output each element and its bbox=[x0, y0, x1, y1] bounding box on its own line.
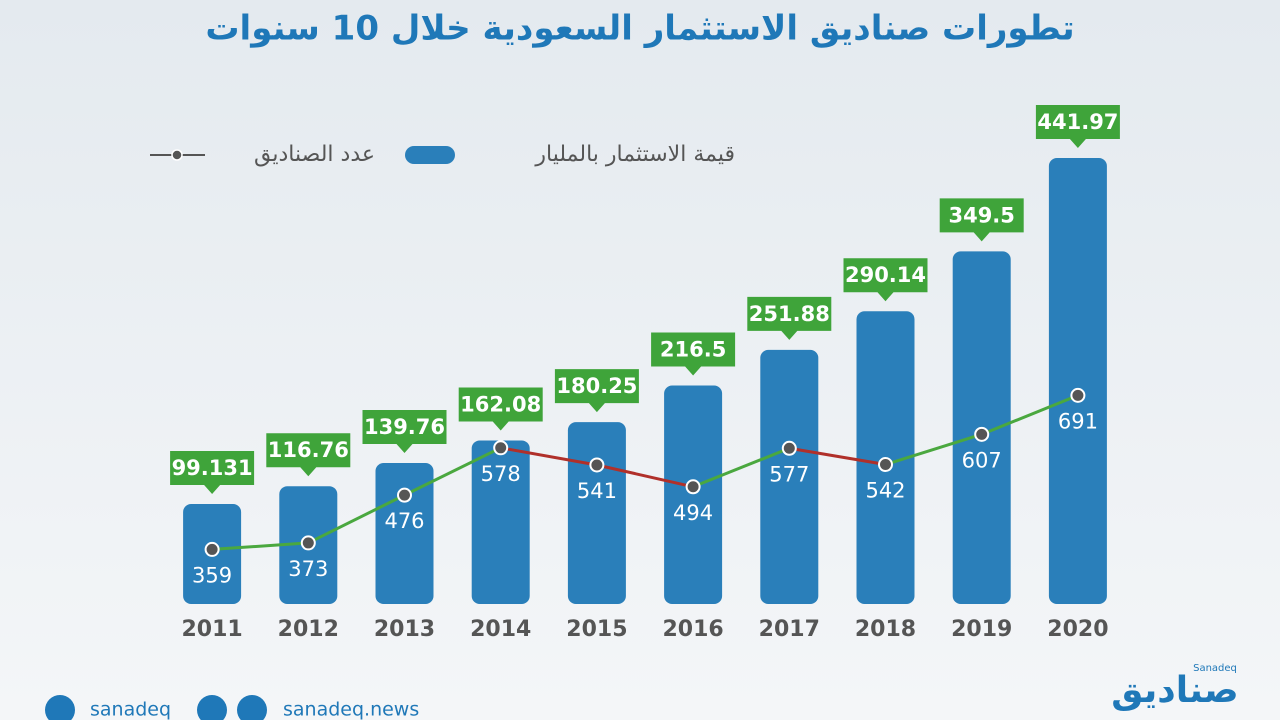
value-label-box bbox=[266, 433, 351, 477]
line-segment bbox=[211, 541, 309, 551]
line-segment bbox=[307, 493, 406, 545]
value-label: 441.97 bbox=[1037, 110, 1118, 134]
line-segment bbox=[596, 463, 694, 489]
value-label-box bbox=[843, 258, 928, 302]
twitter-icon bbox=[45, 695, 75, 720]
line-segment bbox=[500, 446, 598, 467]
legend-dot bbox=[171, 149, 183, 161]
x-tick-label: 2011 bbox=[181, 617, 242, 642]
x-tick-label: 2017 bbox=[759, 617, 820, 642]
value-label: 116.76 bbox=[268, 438, 349, 462]
x-tick-label: 2019 bbox=[951, 617, 1012, 642]
point bbox=[493, 440, 509, 456]
point-label: 476 bbox=[384, 509, 424, 533]
value-label-box bbox=[458, 387, 543, 431]
line-segment bbox=[981, 393, 1079, 436]
value-label: 216.5 bbox=[660, 338, 726, 362]
point bbox=[204, 541, 220, 557]
logo-latin: Sanadeq bbox=[1193, 663, 1237, 674]
legend-swatch bbox=[405, 146, 455, 164]
bar bbox=[760, 349, 819, 604]
point-label: 359 bbox=[192, 563, 232, 587]
point bbox=[300, 535, 316, 551]
value-label-box bbox=[747, 296, 832, 340]
x-tick-label: 2013 bbox=[374, 617, 435, 642]
twitter-handle: sanadeq bbox=[90, 699, 171, 720]
point-label: 542 bbox=[865, 479, 905, 503]
point bbox=[397, 487, 412, 503]
value-label-box bbox=[651, 332, 736, 376]
value-label-box bbox=[170, 450, 255, 494]
bar bbox=[375, 462, 434, 604]
point-label: 691 bbox=[1058, 409, 1098, 433]
value-label: 99.131 bbox=[172, 456, 253, 480]
value-label: 290.14 bbox=[845, 263, 926, 287]
point bbox=[781, 440, 797, 456]
line-segment bbox=[885, 432, 983, 466]
point-label: 373 bbox=[288, 557, 328, 581]
x-tick-label: 2015 bbox=[566, 617, 627, 642]
line-segment bbox=[692, 446, 790, 489]
value-label: 349.5 bbox=[948, 203, 1014, 227]
value-label: 251.88 bbox=[749, 302, 830, 326]
value-label-box bbox=[939, 198, 1024, 242]
x-tick-label: 2016 bbox=[662, 617, 723, 642]
footer: sanadeq sanadeq.news صناديق Sanadeq bbox=[45, 663, 1239, 720]
point bbox=[685, 479, 701, 495]
facebook-icon bbox=[197, 695, 227, 720]
point-label: 577 bbox=[769, 462, 809, 486]
value-label: 180.25 bbox=[556, 374, 637, 398]
website: sanadeq.news bbox=[283, 699, 419, 720]
bar bbox=[567, 422, 626, 604]
x-tick-label: 2020 bbox=[1047, 617, 1108, 642]
point bbox=[589, 457, 605, 473]
point bbox=[878, 457, 893, 473]
bar bbox=[664, 385, 723, 604]
instagram-icon bbox=[237, 695, 267, 720]
point-label: 607 bbox=[962, 448, 1002, 472]
bar bbox=[471, 440, 530, 604]
value-label: 139.76 bbox=[364, 415, 445, 439]
point-label: 578 bbox=[481, 462, 521, 486]
line-segment bbox=[403, 446, 502, 497]
point-label: 494 bbox=[673, 501, 713, 525]
x-tick-label: 2018 bbox=[855, 617, 916, 642]
chart-title: تطورات صناديق الاستثمار السعودية خلال 10… bbox=[205, 9, 1074, 49]
logo: صناديق bbox=[1111, 670, 1238, 711]
bar bbox=[1048, 158, 1107, 604]
point bbox=[974, 426, 990, 442]
value-label-box bbox=[1035, 105, 1120, 149]
x-tick-label: 2014 bbox=[470, 617, 531, 642]
x-tick-label: 2012 bbox=[278, 617, 339, 642]
point bbox=[1070, 387, 1086, 403]
value-label-box bbox=[362, 409, 447, 453]
line-segment bbox=[789, 446, 886, 466]
legend-label: عدد الصناديق bbox=[254, 142, 375, 167]
value-label-box bbox=[554, 369, 639, 413]
legend: قيمة الاستثمار بالمليار عدد الصناديق bbox=[150, 142, 735, 167]
legend-label: قيمة الاستثمار بالمليار bbox=[534, 142, 735, 167]
point-label: 541 bbox=[577, 479, 617, 503]
value-label: 162.08 bbox=[460, 392, 541, 416]
